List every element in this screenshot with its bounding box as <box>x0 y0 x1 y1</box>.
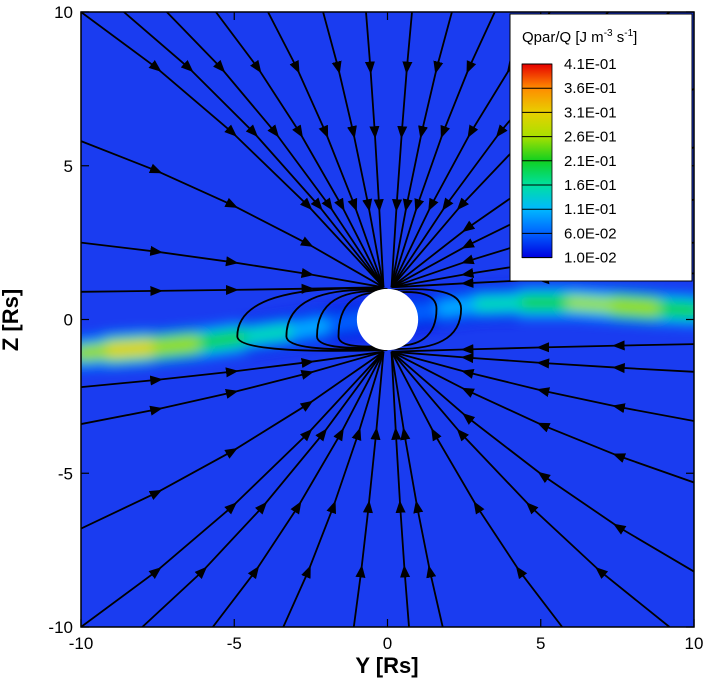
legend-level-label: 1.1E-01 <box>564 201 617 218</box>
current-sheet-segment <box>198 330 256 349</box>
legend-level-label: 2.1E-01 <box>564 153 617 170</box>
field-line-south <box>81 350 385 530</box>
closed-field-loop <box>285 288 388 351</box>
x-tick-label: 0 <box>383 634 392 653</box>
current-sheet-segment <box>244 324 302 342</box>
central-body <box>356 288 419 351</box>
y-tick-label: 5 <box>64 157 73 176</box>
closed-field-loop <box>316 290 388 349</box>
x-axis-title: Y [Rs] <box>355 653 418 678</box>
current-sheet-segment <box>290 318 338 336</box>
y-tick-label: -10 <box>48 618 73 637</box>
current-sheet-segment <box>657 303 694 316</box>
x-tick-label: -10 <box>69 634 94 653</box>
axis-ticks: -10 -5 0 5 10 -10 -5 0 5 10 <box>48 3 703 653</box>
field-line-north <box>267 12 385 288</box>
current-sheet-segment <box>611 300 669 315</box>
y-tick-label: 0 <box>64 311 73 330</box>
legend-level-label: 4.1E-01 <box>564 56 617 73</box>
legend-color-bar <box>521 63 553 259</box>
x-tick-label: 5 <box>536 634 545 653</box>
legend-level-label: 6.0E-02 <box>564 225 617 242</box>
current-sheet-segment <box>473 297 531 310</box>
field-line-north <box>322 12 385 288</box>
legend-level-label: 3.1E-01 <box>564 104 617 121</box>
field-line-north <box>390 12 413 288</box>
legend-title: Qpar/Q [J m-3 s-1] <box>522 28 637 46</box>
field-line-south <box>81 350 384 425</box>
field-line-south <box>81 350 384 388</box>
y-tick-label: 10 <box>54 3 73 22</box>
legend-level-label: 1.0E-02 <box>564 250 617 267</box>
legend-level-label: 1.6E-01 <box>564 177 617 194</box>
legend-level-label: 3.6E-01 <box>564 80 617 97</box>
field-line-south <box>212 351 385 627</box>
legend-labels: 4.1E-01 3.6E-01 3.1E-01 2.6E-01 2.1E-01 1.6E-… <box>564 56 617 267</box>
field-line-south <box>391 350 694 374</box>
current-sheet-segment <box>565 297 623 312</box>
field-line-north <box>81 241 384 289</box>
closed-field-loop <box>236 287 388 352</box>
field-line-south <box>282 351 385 627</box>
colorbar-legend: Qpar/Q [J m-3 s-1] 4.1E-01 3.6E-01 3.1E-01… <box>509 13 693 282</box>
field-line-south <box>391 350 694 422</box>
field-line-north <box>364 12 385 288</box>
field-line-south <box>390 351 411 627</box>
field-line-south <box>390 351 444 627</box>
current-sheet-layer <box>81 285 694 371</box>
legend-level-label: 2.6E-01 <box>564 129 617 146</box>
x-tick-label: -5 <box>227 634 242 653</box>
y-tick-label: -5 <box>58 464 73 483</box>
closed-field-loop <box>387 291 438 347</box>
current-sheet-segment <box>106 341 164 356</box>
field-line-south <box>352 351 385 627</box>
current-sheet-segment <box>152 337 210 353</box>
closed-field-loop <box>337 291 388 348</box>
field-line-north <box>81 140 384 289</box>
y-axis-title: Z [Rs] <box>0 289 23 351</box>
closed-field-loop <box>387 288 463 350</box>
field-line-south <box>391 340 694 355</box>
field-line-south <box>391 350 694 484</box>
field-line-south <box>390 351 694 573</box>
x-tick-label: 10 <box>685 634 704 653</box>
